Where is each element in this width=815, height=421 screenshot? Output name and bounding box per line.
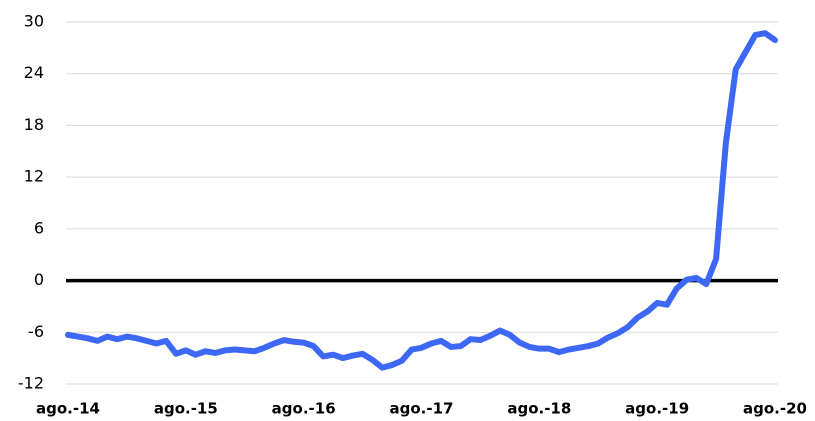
x-tick-label: ago.-20 bbox=[743, 400, 807, 418]
y-tick-label: 12 bbox=[24, 167, 44, 186]
x-tick-label: ago.-15 bbox=[154, 400, 218, 418]
y-tick-label: 0 bbox=[34, 270, 44, 289]
x-tick-label: ago.-18 bbox=[507, 400, 571, 418]
y-tick-label: -6 bbox=[28, 322, 44, 341]
y-tick-label: 24 bbox=[24, 63, 44, 82]
x-tick-label: ago.-17 bbox=[390, 400, 454, 418]
y-tick-label: 18 bbox=[24, 115, 44, 134]
data-line bbox=[65, 30, 778, 371]
x-tick-label: ago.-14 bbox=[36, 400, 100, 418]
x-tick-label: ago.-19 bbox=[625, 400, 689, 418]
x-tick-label: ago.-16 bbox=[272, 400, 336, 418]
y-tick-label: 30 bbox=[24, 12, 44, 31]
y-tick-label: 6 bbox=[34, 218, 44, 237]
y-tick-label: -12 bbox=[18, 374, 44, 393]
